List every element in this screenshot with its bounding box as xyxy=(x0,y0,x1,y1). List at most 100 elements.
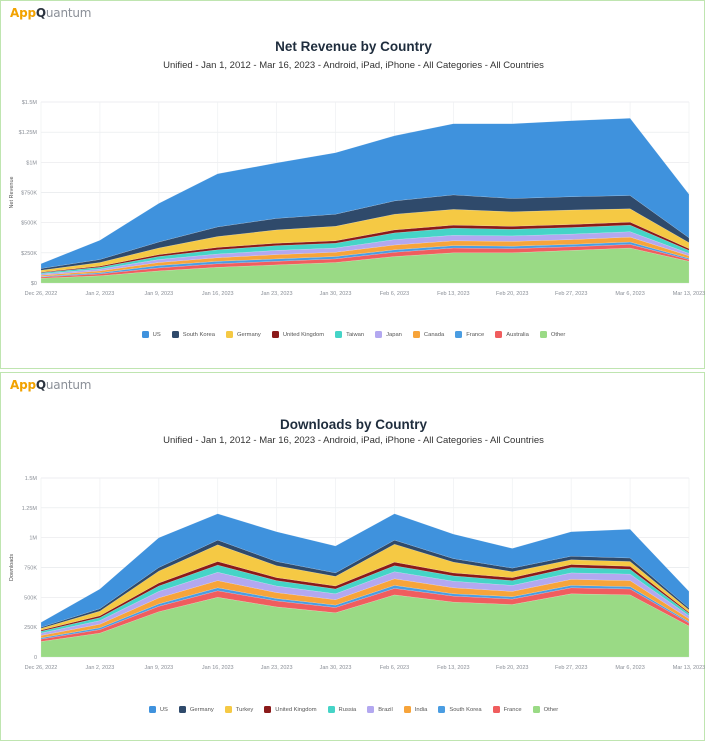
legend-swatch xyxy=(171,331,179,338)
legend-item[interactable]: France xyxy=(455,331,484,338)
x-tick-label: Feb 27, 2023 xyxy=(555,665,587,671)
legend-label: Japan xyxy=(386,331,402,338)
x-tick-label: Jan 2, 2023 xyxy=(86,665,115,671)
x-tick-label: Jan 23, 2023 xyxy=(261,665,293,671)
legend-item[interactable]: France xyxy=(492,706,522,713)
legend-item[interactable]: United Kingdom xyxy=(271,331,324,338)
y-tick-label: $1M xyxy=(26,160,37,166)
y-tick-label: $750K xyxy=(21,191,37,197)
legend-label: United Kingdom xyxy=(275,706,317,713)
legend-label: South Korea xyxy=(182,331,215,338)
legend-swatch xyxy=(412,331,420,338)
appquantum-logo: AppQuantum xyxy=(10,378,92,392)
x-tick-label: Feb 6, 2023 xyxy=(380,665,409,671)
legend-item[interactable]: US xyxy=(141,331,161,338)
x-tick-label: Feb 20, 2023 xyxy=(496,665,528,671)
legend-label: India xyxy=(414,706,428,713)
y-tick-label: $500K xyxy=(21,221,37,227)
y-tick-label: 0 xyxy=(34,655,37,661)
legend-swatch xyxy=(264,706,272,713)
legend-label: Canada xyxy=(423,331,445,338)
legend-swatch xyxy=(495,331,503,338)
y-tick-label: $250K xyxy=(21,251,37,257)
x-tick-label: Dec 26, 2022 xyxy=(25,665,58,671)
x-tick-label: Mar 13, 2023 xyxy=(673,291,705,297)
x-tick-label: Jan 2, 2023 xyxy=(86,291,115,297)
y-tick-label: $1.5M xyxy=(22,100,38,106)
x-tick-label: Jan 16, 2023 xyxy=(202,291,234,297)
x-tick-label: Feb 13, 2023 xyxy=(437,665,469,671)
area-series-us[interactable] xyxy=(40,118,690,269)
legend-swatch xyxy=(492,706,500,713)
legend-label: South Korea xyxy=(449,706,482,713)
legend-label: Turkey xyxy=(235,706,254,713)
legend-swatch xyxy=(178,706,186,713)
y-tick-label: 1.5M xyxy=(25,476,38,482)
x-tick-label: Feb 13, 2023 xyxy=(437,291,469,297)
x-tick-label: Mar 13, 2023 xyxy=(673,665,705,671)
legend-item[interactable]: US xyxy=(148,706,168,713)
x-tick-label: Jan 30, 2023 xyxy=(320,665,352,671)
x-tick-label: Jan 9, 2023 xyxy=(144,665,173,671)
legend-item[interactable]: Canada xyxy=(412,331,445,338)
legend-item[interactable]: Japan xyxy=(375,331,402,338)
legend-label: Australia xyxy=(506,331,529,338)
legend-swatch xyxy=(327,706,335,713)
legend-label: Germany xyxy=(189,706,214,713)
chart-legend: US South Korea Germany United Kingdom Taiwan… xyxy=(1,331,706,338)
chart-legend: US Germany Turkey United Kingdom Russia Brazi… xyxy=(1,706,706,713)
y-tick-label: 750K xyxy=(24,566,37,572)
y-tick-label: 1M xyxy=(29,536,37,542)
legend-item[interactable]: United Kingdom xyxy=(264,706,317,713)
legend-item[interactable]: Other xyxy=(539,331,566,338)
revenue-chart: $0 $250K $500K $750K $1M $1.25M $1.5M Dec 26, 2… xyxy=(9,100,705,297)
legend-item[interactable]: South Korea xyxy=(438,706,482,713)
legend-swatch xyxy=(271,331,279,338)
downloads-panel: AppQuantum Downloads by Country Unified … xyxy=(0,372,705,741)
x-tick-label: Feb 6, 2023 xyxy=(380,291,409,297)
legend-item[interactable]: Russia xyxy=(327,706,357,713)
legend-label: Germany xyxy=(236,331,261,338)
legend-swatch xyxy=(539,331,547,338)
legend-label: France xyxy=(466,331,485,338)
legend-item[interactable]: Australia xyxy=(495,331,529,338)
y-tick-label: $0 xyxy=(31,281,37,287)
legend-item[interactable]: Taiwan xyxy=(335,331,364,338)
legend-swatch xyxy=(141,331,149,338)
legend-label: Other xyxy=(550,331,566,338)
downloads-chart: 0 250K 500K 750K 1M 1.25M 1.5M Dec 26, 2022 Jan … xyxy=(9,476,705,671)
legend-label: Brazil xyxy=(378,706,393,713)
legend-swatch xyxy=(532,706,540,713)
y-tick-label: 500K xyxy=(24,595,37,601)
legend-swatch xyxy=(438,706,446,713)
legend-swatch xyxy=(455,331,463,338)
legend-label: US xyxy=(152,331,161,338)
legend-item[interactable]: Germany xyxy=(178,706,214,713)
legend-label: Russia xyxy=(338,706,357,713)
legend-swatch xyxy=(375,331,383,338)
legend-item[interactable]: Germany xyxy=(225,331,261,338)
legend-label: US xyxy=(159,706,168,713)
chart-title: Downloads by Country xyxy=(279,417,427,432)
y-tick-label: 1.25M xyxy=(22,506,38,512)
y-axis-label: Net Revenue xyxy=(9,176,15,208)
legend-swatch xyxy=(225,331,233,338)
legend-swatch xyxy=(403,706,411,713)
x-tick-label: Feb 20, 2023 xyxy=(496,291,528,297)
legend-item[interactable]: Other xyxy=(532,706,559,713)
y-tick-label: $1.25M xyxy=(19,130,38,136)
appquantum-logo: AppQuantum xyxy=(10,6,92,20)
legend-swatch xyxy=(148,706,156,713)
x-tick-label: Jan 30, 2023 xyxy=(320,291,352,297)
x-tick-label: Feb 27, 2023 xyxy=(555,291,587,297)
legend-item[interactable]: Turkey xyxy=(224,706,254,713)
legend-item[interactable]: India xyxy=(403,706,428,713)
chart-subtitle: Unified - Jan 1, 2012 - Mar 16, 2023 - A… xyxy=(163,60,544,71)
legend-label: Other xyxy=(543,706,559,713)
area-series-us[interactable] xyxy=(40,513,690,628)
legend-item[interactable]: Brazil xyxy=(367,706,393,713)
y-axis-label: Downloads xyxy=(9,554,15,581)
legend-item[interactable]: South Korea xyxy=(171,331,215,338)
x-tick-label: Mar 6, 2023 xyxy=(615,291,644,297)
legend-swatch xyxy=(335,331,343,338)
